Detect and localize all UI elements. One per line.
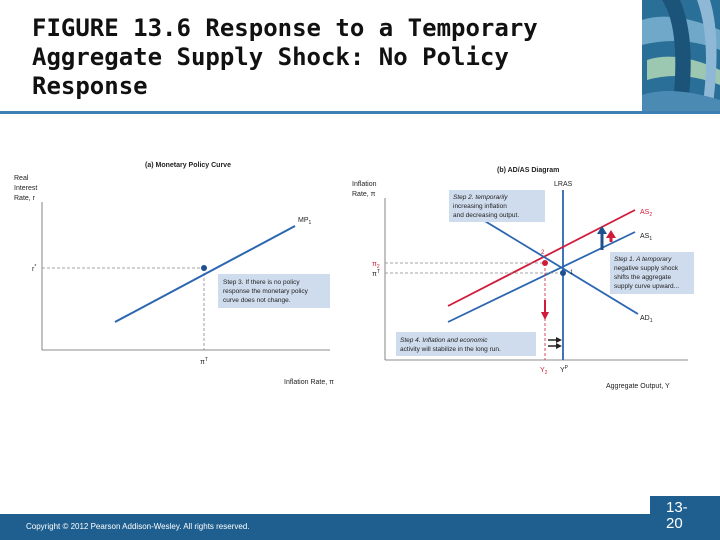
panel-a-equilibrium-point	[201, 265, 207, 271]
step3-line-3: curve does not change.	[223, 297, 291, 304]
panel-a-y-label-3: Rate, r	[14, 195, 36, 202]
panel-b-title: (b) AD/AS Diagram	[497, 167, 559, 174]
page-number-line-1: 13-	[666, 499, 688, 516]
pi-t-label: πT	[200, 357, 208, 366]
step1-line-3: shifts the aggregate	[614, 274, 671, 281]
step3-line-2: response the monetary policy	[223, 288, 309, 295]
step4-line-1: Step 4. Inflation and economic	[400, 337, 488, 344]
as2-label: AS2	[640, 209, 652, 218]
output-right-arrowhead-1	[556, 337, 562, 343]
step4-line-2: activity will stabilize in the long run.	[400, 346, 501, 353]
point-2-label: 2	[541, 250, 545, 256]
step2-line-1: Step 2. temporarily	[453, 194, 508, 201]
upward-shift-arrowhead-red	[606, 230, 616, 238]
pi2-label: π2	[372, 261, 380, 270]
step3-callout	[218, 274, 330, 308]
panel-a-y-label-1: Real	[14, 175, 29, 182]
y2-label: Y2	[540, 367, 548, 376]
panel-a-y-label-2: Interest	[14, 185, 37, 192]
step2-line-2: increasing inflation	[453, 203, 507, 210]
panel-b-y-label-1: Inflation	[352, 181, 377, 188]
as2-curve	[447, 209, 636, 307]
panel-a-x-label: Inflation Rate, π	[284, 379, 334, 386]
mp1-label: MP1	[298, 217, 312, 226]
ad1-label: AD1	[640, 315, 653, 324]
step4-callout	[396, 332, 536, 356]
pit-label: πT	[372, 269, 380, 278]
point-2-marker	[542, 260, 548, 266]
page-number-line-2: 20	[666, 515, 683, 532]
panel-b-x-label: Aggregate Output, Y	[606, 383, 670, 390]
step1-line-4: supply curve upward...	[614, 283, 679, 290]
step2-line-3: and decreasing output.	[453, 212, 519, 219]
panel-a-title: (a) Monetary Policy Curve	[145, 162, 231, 169]
page-number: 13- 20	[650, 496, 720, 540]
as1-label: AS1	[640, 233, 652, 242]
step1-callout	[610, 252, 694, 294]
step3-line-1: Step 3. If there is no policy	[223, 279, 300, 286]
figure-panel: (a) Monetary Policy Curve Real Interest …	[0, 114, 720, 514]
point-1-label: 1	[570, 270, 574, 276]
title-divider	[0, 111, 720, 114]
decorative-corner-graphic	[642, 0, 720, 112]
step2-callout	[449, 190, 545, 222]
inflation-down-arrowhead	[541, 312, 549, 320]
ad1-curve	[459, 205, 639, 315]
yp-label: YP	[560, 365, 569, 374]
upward-shift-arrowhead-blue	[597, 226, 607, 234]
footer-bar: Copyright © 2012 Pearson Addison-Wesley.…	[0, 514, 720, 540]
slide-title: FIGURE 13.6 Response to a Temporary Aggr…	[32, 14, 538, 100]
copyright-text: Copyright © 2012 Pearson Addison-Wesley.…	[26, 522, 250, 531]
lras-label: LRAS	[554, 181, 573, 188]
point-1-marker	[560, 270, 566, 276]
output-right-arrowhead-2	[556, 343, 562, 349]
r-star-label: r*	[32, 264, 36, 273]
as1-curve	[447, 231, 636, 323]
step1-line-1: Step 1. A temporary	[614, 256, 672, 263]
step1-line-2: negative supply shock	[614, 265, 679, 272]
mp1-curve	[114, 225, 296, 323]
panel-b-y-label-2: Rate, π	[352, 191, 376, 198]
